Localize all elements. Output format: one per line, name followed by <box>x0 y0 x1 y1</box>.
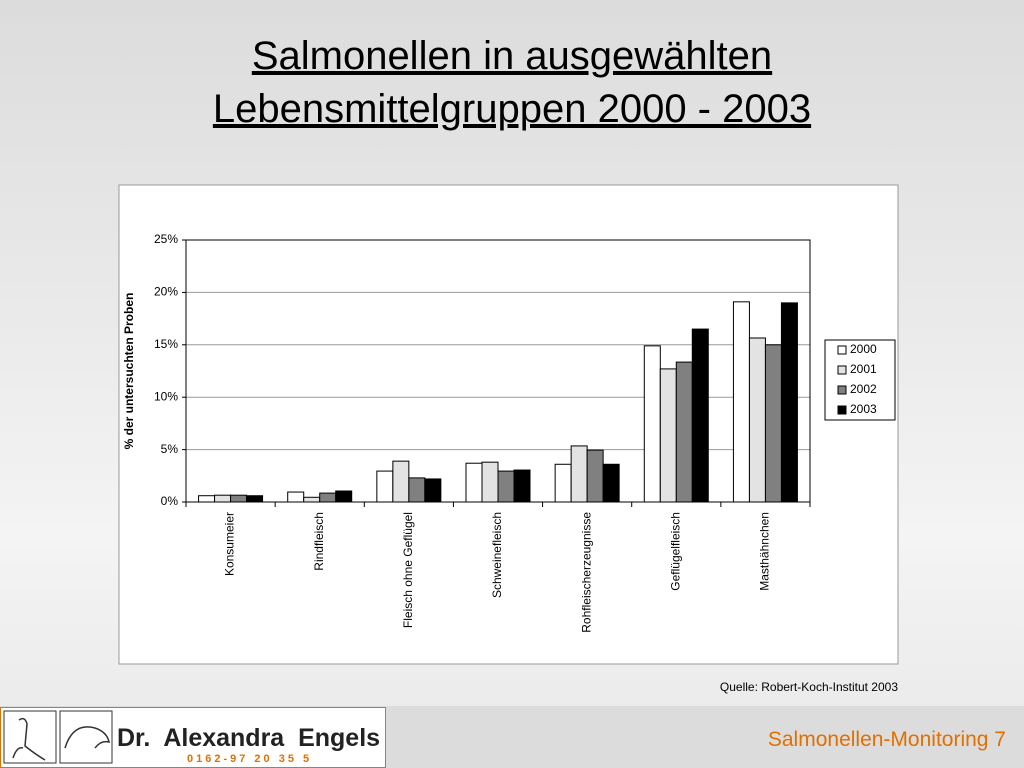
bar <box>392 460 410 503</box>
legend-label: 2000 <box>850 342 877 356</box>
author-name: Dr. Alexandra Engels <box>117 724 381 752</box>
bar <box>303 496 321 503</box>
bar <box>748 337 766 503</box>
y-tick-label: 15% <box>154 337 178 351</box>
bar <box>465 462 483 503</box>
bar <box>287 491 305 503</box>
bar <box>214 494 232 503</box>
legend-swatch <box>837 345 847 355</box>
legend-swatch <box>837 385 847 395</box>
bar <box>424 478 442 503</box>
logo-icons <box>3 710 113 764</box>
y-tick-label: 20% <box>154 285 178 299</box>
y-axis-label: % der untersuchten Proben <box>122 293 136 450</box>
legend-label: 2003 <box>850 402 877 416</box>
slide-label: Salmonellen-Monitoring 7 <box>767 728 1006 751</box>
phone: 0162-97 20 35 5 <box>187 753 313 765</box>
legend-box <box>824 339 896 421</box>
bar <box>376 470 394 503</box>
bar <box>570 445 588 503</box>
bar <box>764 344 782 503</box>
bar <box>408 477 426 503</box>
bar <box>481 461 499 503</box>
bar <box>319 492 337 503</box>
x-tick-label: Rohfleischerzeugnisse <box>579 512 593 633</box>
logo-hen <box>64 726 110 749</box>
x-tick-label: Rindfleisch <box>312 512 326 571</box>
legend-label: 2002 <box>850 382 877 396</box>
y-tick-label: 25% <box>154 232 178 246</box>
bar <box>497 470 515 503</box>
bar <box>335 490 353 503</box>
bar <box>554 463 572 503</box>
chart: % der untersuchten Proben Quelle: Robert… <box>118 184 899 694</box>
bar <box>643 345 661 503</box>
x-tick-label: Konsumeier <box>223 512 237 576</box>
x-tick-label: Masthähnchen <box>758 512 772 591</box>
x-tick-label: Fleisch ohne Geflügel <box>401 512 415 628</box>
bar <box>691 328 709 503</box>
x-tick-label: Geflügelfleisch <box>668 512 682 591</box>
bar <box>246 495 264 503</box>
legend-swatch <box>837 365 847 375</box>
logo-box <box>59 710 113 764</box>
slide-title: Salmonellen in ausgewählten Lebensmittel… <box>212 34 812 131</box>
x-tick-label: Schweinefleisch <box>490 512 504 598</box>
logo: Dr. Alexandra Engels 0162-97 20 35 5 <box>0 707 386 768</box>
legend-label: 2001 <box>850 362 877 376</box>
bar <box>732 301 750 503</box>
logo-goose <box>12 717 46 761</box>
legend-swatch <box>837 405 847 415</box>
bar <box>602 463 620 503</box>
logo-box <box>3 710 57 764</box>
y-tick-label: 5% <box>161 442 179 456</box>
bar <box>586 449 604 503</box>
bar <box>513 469 531 503</box>
y-tick-label: 10% <box>154 389 178 403</box>
bar <box>659 368 677 503</box>
bar <box>780 302 798 503</box>
bar <box>230 494 248 503</box>
bar <box>675 361 693 503</box>
y-tick-label: 0% <box>161 494 179 508</box>
bar <box>198 495 216 503</box>
source: Quelle: Robert-Koch-Institut 2003 <box>720 680 898 694</box>
